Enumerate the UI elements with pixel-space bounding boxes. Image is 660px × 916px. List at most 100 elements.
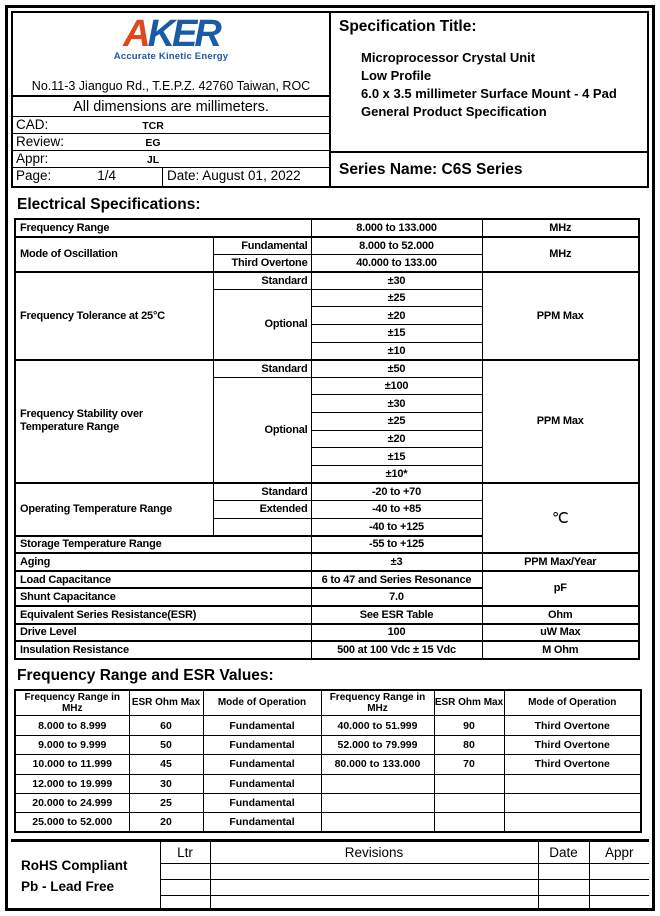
date-cell: Date: August 01, 2022: [167, 168, 301, 183]
table-row: 20.000 to 24.999 25 Fundamental: [14, 792, 642, 814]
spec-sub-cell: Standard: [212, 358, 312, 378]
spec-label-cell: Storage Temperature Range: [14, 534, 312, 554]
table-row: Mode of Oscillation Fundamental 8.000 to…: [14, 235, 640, 273]
revision-col-header: Date: [537, 842, 590, 864]
revision-cell: [588, 878, 649, 896]
spec-label-cell: Frequency Stability over Temperature Ran…: [14, 358, 214, 484]
esr-cell: 52.000 to 79.999: [320, 734, 435, 756]
table-row: Optional ±100: [15, 376, 639, 484]
table-row: 8.000 to 8.999 60 Fundamental 40.000 to 51.…: [14, 715, 642, 736]
spec-value-cell: ±15: [310, 324, 483, 343]
spec-unit-cell: PPM Max: [481, 358, 640, 484]
esr-cell: Fundamental: [202, 715, 322, 736]
spec-sub-cell: Optional: [212, 376, 312, 484]
esr-cell: 20: [128, 812, 204, 833]
esr-cell: 25: [128, 792, 204, 814]
spec-unit-cell: Ohm: [481, 605, 640, 625]
revision-empty-row: [159, 862, 649, 880]
esr-cell: 40.000 to 51.999: [320, 715, 435, 736]
spec-unit-cell: MHz: [481, 235, 640, 273]
esr-cell: [503, 773, 642, 794]
esr-cell: Fundamental: [202, 792, 322, 814]
spec-value-cell: ±50: [310, 358, 483, 378]
spec-unit-cell: pF: [481, 569, 640, 607]
table-row: ±30: [15, 394, 639, 414]
spec-label-cell: Frequency Range: [14, 218, 312, 238]
logo-letter-a: A: [123, 13, 151, 55]
revisions-table: Ltr Revisions Date Appr: [159, 842, 649, 912]
table-row: Insulation Resistance 500 at 100 Vdc ± 1…: [14, 640, 640, 660]
revision-cell: [537, 878, 590, 896]
spec-label-cell: Aging: [14, 552, 312, 572]
logo-tagline: Accurate Kinetic Energy: [113, 51, 229, 62]
table-row: ±10*: [15, 464, 639, 484]
esr-col-header: ESR Ohm Max: [433, 689, 505, 717]
series-name: Series Name: C6S Series: [331, 151, 647, 186]
revision-empty-row: [159, 894, 649, 912]
esr-col-header: Frequency Range in MHz: [14, 689, 130, 717]
page-cell: Page: 1/4: [13, 168, 163, 186]
spec-value-cell: -40 to +85: [310, 500, 483, 519]
esr-table: Frequency Range in MHz ESR Ohm Max Mode …: [14, 688, 642, 834]
cad-label: CAD:: [16, 117, 49, 132]
spec-label-cell: Equivalent Series Resistance(ESR): [14, 605, 312, 625]
spec-label-cell: Mode of Oscillation: [14, 235, 214, 273]
spec-value-cell: -55 to +125: [310, 534, 483, 554]
esr-cell: 45: [128, 754, 204, 775]
esr-col-header: ESR Ohm Max: [128, 689, 204, 717]
spec-value-cell: ±10: [310, 341, 483, 361]
spec-sub-cell: Optional: [212, 288, 312, 361]
review-value: EG: [145, 137, 161, 149]
esr-cell: 9.000 to 9.999: [14, 734, 130, 756]
page-frame: AKER Accurate Kinetic Energy No.11-3 Jia…: [5, 5, 655, 912]
spec-value-cell: 100: [310, 622, 483, 642]
esr-cell: [320, 792, 435, 814]
esr-cell: Third Overtone: [503, 734, 642, 756]
spec-value-cell: 500 at 100 Vdc ± 15 Vdc: [310, 640, 483, 660]
table-row: 10.000 to 11.999 45 Fundamental 80.000 to 1…: [14, 754, 642, 775]
table-row: ±20: [15, 306, 639, 326]
table-row: 12.000 to 19.999 30 Fundamental: [14, 773, 642, 794]
esr-cell: [320, 812, 435, 833]
spec-label-cell: Frequency Tolerance at 25°C: [14, 270, 214, 361]
appr-label: Appr:: [16, 151, 49, 166]
spec-label-cell: Load Capacitance: [14, 569, 312, 589]
rohs-note: RoHS Compliant Pb - Lead Free: [11, 842, 160, 909]
logo-cell: AKER Accurate Kinetic Energy No.11-3 Jia…: [13, 13, 329, 95]
spec-value-cell: 6 to 47 and Series Resonance: [310, 569, 483, 589]
spec-title-area: Specification Title: Microprocessor Crys…: [331, 13, 647, 151]
table-row: Shunt Capacitance 7.0: [14, 587, 639, 607]
esr-cell: 8.000 to 8.999: [14, 715, 130, 736]
spec-value-cell: ±15: [310, 447, 483, 466]
revision-empty-row: [159, 878, 649, 896]
spec-value-cell: ±20: [310, 429, 483, 449]
cad-value: TCR: [142, 120, 164, 132]
esr-cell: [433, 812, 505, 833]
table-row: 9.000 to 9.999 50 Fundamental 52.000 to 79.…: [14, 734, 642, 756]
esr-cell: 60: [128, 715, 204, 736]
spec-value-cell: 40.000 to 133.00: [310, 253, 483, 273]
esr-cell: 70: [433, 754, 505, 775]
spec-sub-cell: [212, 517, 312, 537]
esr-cell: Fundamental: [202, 734, 322, 756]
esr-cell: 25.000 to 52.000: [14, 812, 130, 833]
spec-value-cell: ±25: [310, 288, 483, 308]
spec-value-cell: ±30: [310, 394, 483, 414]
spec-label-cell: Drive Level: [14, 622, 312, 642]
table-row: Aging ±3 PPM Max/Year: [14, 552, 640, 572]
footer-section: RoHS Compliant Pb - Lead Free Ltr Revisi…: [11, 839, 649, 912]
revision-cell: [588, 862, 649, 880]
revision-cell: [537, 862, 590, 880]
revision-cell: [159, 894, 211, 912]
table-row: Frequency Stability over Temperature Ran…: [14, 358, 640, 484]
revision-cell: [209, 862, 539, 880]
spec-value-cell: ±10*: [310, 464, 483, 484]
spec-sub-cell: Standard: [212, 270, 312, 290]
spec-value-cell: -20 to +70: [310, 481, 483, 501]
table-row: Third Overtone 40.000 to 133.00: [15, 253, 639, 273]
esr-cell: Fundamental: [202, 773, 322, 794]
table-row: Optional ±25: [15, 288, 639, 361]
spec-value-cell: 7.0: [310, 587, 483, 607]
esr-cell: Third Overtone: [503, 715, 642, 736]
